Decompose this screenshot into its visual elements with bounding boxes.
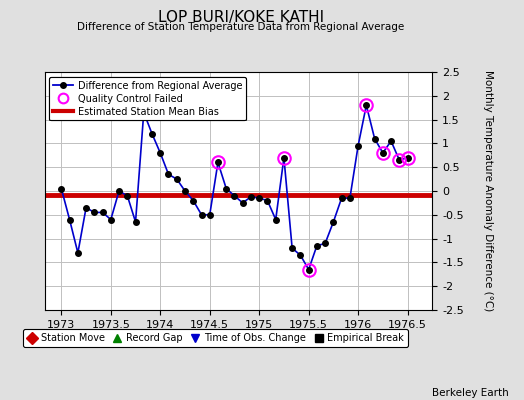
Text: LOP BURI/KOKE KATHI: LOP BURI/KOKE KATHI xyxy=(158,10,324,25)
Text: Difference of Station Temperature Data from Regional Average: Difference of Station Temperature Data f… xyxy=(78,22,405,32)
Y-axis label: Monthly Temperature Anomaly Difference (°C): Monthly Temperature Anomaly Difference (… xyxy=(483,70,493,312)
Legend: Difference from Regional Average, Quality Control Failed, Estimated Station Mean: Difference from Regional Average, Qualit… xyxy=(49,77,246,120)
Legend: Station Move, Record Gap, Time of Obs. Change, Empirical Break: Station Move, Record Gap, Time of Obs. C… xyxy=(23,329,408,347)
Text: Berkeley Earth: Berkeley Earth xyxy=(432,388,508,398)
